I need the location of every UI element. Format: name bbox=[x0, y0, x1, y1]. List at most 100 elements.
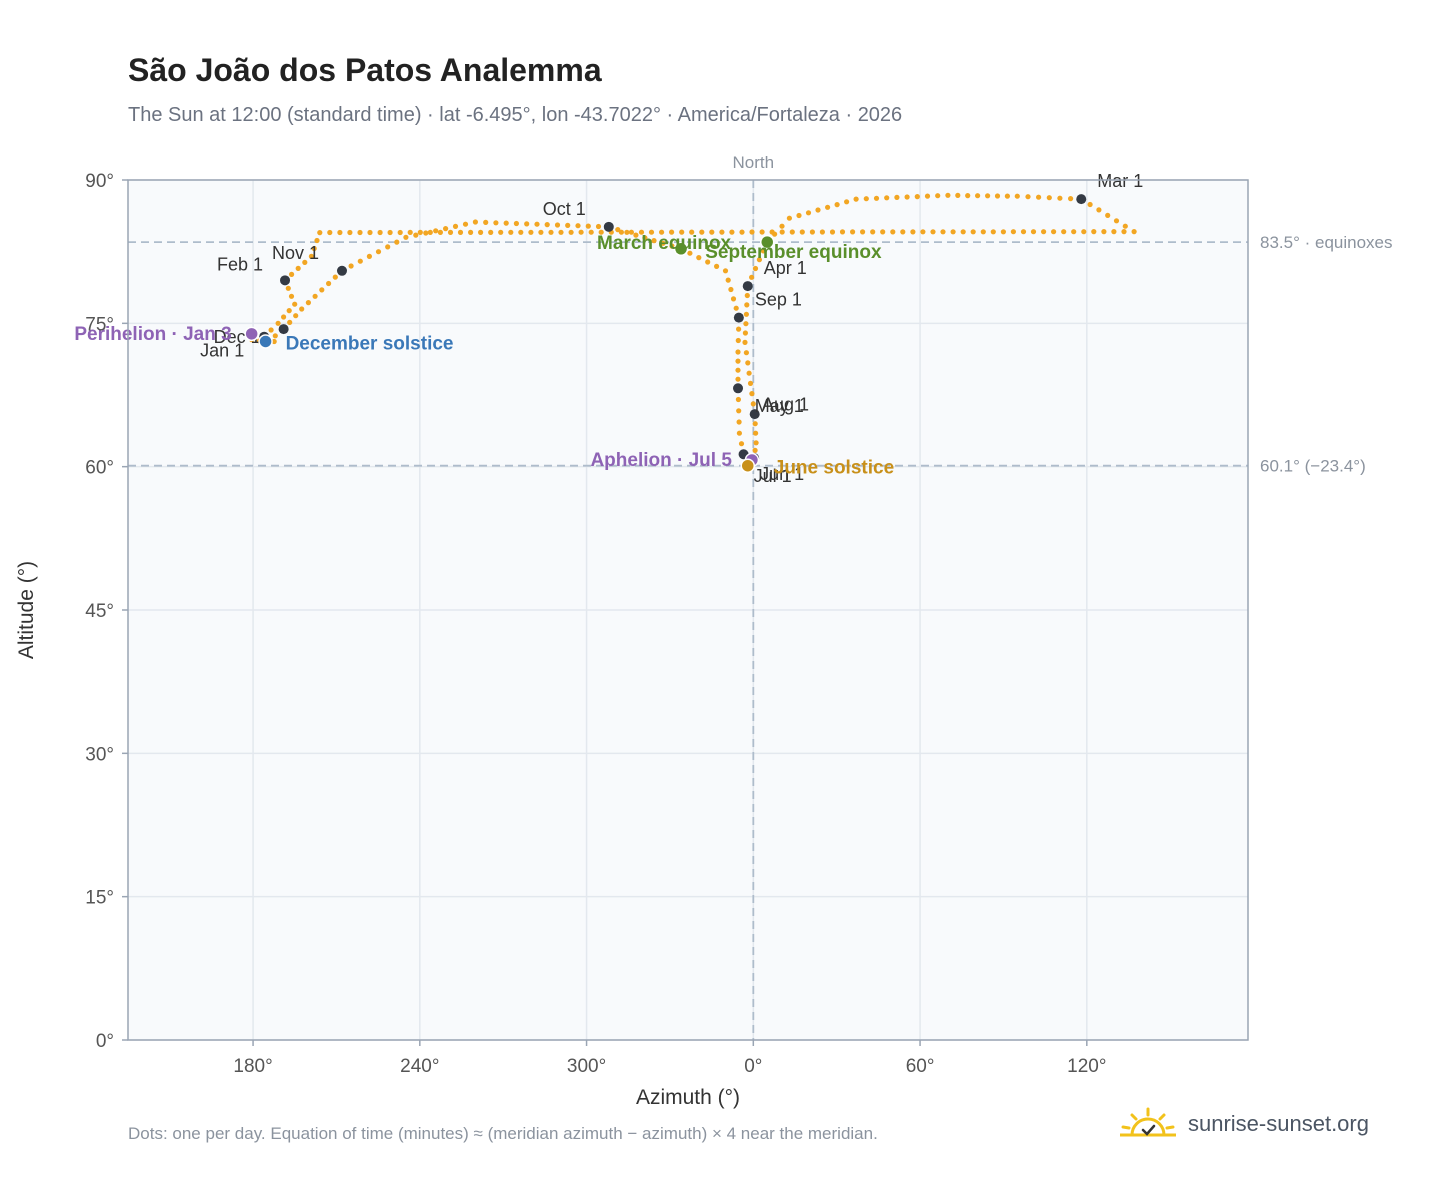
y-tick-label: 15° bbox=[85, 888, 114, 909]
axis-ticks: 180° 240° 300° 0° 60° 120° 0° 15° 30° 45° 60° 75° 90… bbox=[85, 171, 1106, 1077]
y-tick-label: 90° bbox=[85, 171, 114, 192]
y-tick-label: 0° bbox=[96, 1031, 114, 1052]
x-tick-label: 60° bbox=[906, 1056, 935, 1077]
daily-sun-dot bbox=[427, 229, 433, 235]
daily-sun-dot bbox=[719, 229, 725, 235]
daily-sun-dot bbox=[624, 229, 630, 235]
daily-sun-dot bbox=[268, 327, 274, 333]
daily-sun-dot bbox=[994, 193, 1001, 199]
event-label: December solstice bbox=[286, 333, 454, 354]
daily-sun-dot bbox=[736, 430, 743, 436]
daily-sun-dot bbox=[689, 229, 695, 235]
daily-sun-dot bbox=[696, 255, 702, 261]
daily-sun-dot bbox=[786, 215, 793, 221]
daily-sun-dot bbox=[1036, 194, 1042, 200]
daily-sun-dot bbox=[433, 228, 439, 234]
daily-sun-dot bbox=[965, 193, 971, 199]
month-marker-label: Nov 1 bbox=[272, 243, 319, 263]
daily-sun-dot bbox=[779, 223, 785, 229]
daily-sun-dot bbox=[633, 232, 639, 238]
daily-sun-dot bbox=[287, 319, 293, 325]
month-marker-label: Jul 1 bbox=[754, 466, 792, 486]
daily-sun-dot bbox=[588, 229, 594, 235]
daily-sun-dot bbox=[805, 210, 812, 216]
daily-sun-dot bbox=[860, 229, 866, 235]
month-marker-dot bbox=[1076, 194, 1087, 205]
reference-lines: North 83.5° · equinoxes 60.1° (−23.4°) bbox=[128, 153, 1393, 1040]
brand-name: sunrise-sunset.org bbox=[1188, 1111, 1369, 1136]
daily-sun-dot bbox=[687, 250, 693, 256]
daily-sun-dot bbox=[483, 219, 489, 225]
month-marker-label: Oct 1 bbox=[543, 199, 586, 219]
daily-sun-dot bbox=[1051, 229, 1057, 235]
daily-sun-dot bbox=[513, 220, 520, 227]
daily-sun-dot bbox=[488, 229, 494, 235]
daily-sun-dot bbox=[659, 229, 665, 235]
brand[interactable]: sunrise-sunset.org bbox=[1120, 1102, 1390, 1146]
daily-sun-dot bbox=[317, 230, 323, 236]
event-label: Perihelion · Jan 3 bbox=[74, 324, 231, 345]
y-tick-label: 45° bbox=[85, 601, 114, 622]
daily-sun-dot bbox=[1041, 229, 1047, 235]
daily-sun-dot bbox=[705, 259, 711, 265]
daily-sun-dot bbox=[742, 339, 748, 345]
daily-sun-dot bbox=[796, 212, 802, 219]
daily-sun-dot bbox=[493, 220, 499, 226]
daily-sun-dot bbox=[753, 440, 759, 446]
daily-sun-dot bbox=[709, 229, 715, 235]
daily-sun-dot bbox=[738, 441, 745, 447]
daily-sun-dot bbox=[756, 257, 763, 263]
daily-sun-dot bbox=[743, 321, 749, 327]
chart-subtitle: The Sun at 12:00 (standard time) · lat -… bbox=[128, 104, 903, 126]
daily-sun-dot bbox=[920, 229, 926, 235]
y-tick-label: 30° bbox=[85, 744, 114, 765]
month-marker-dot bbox=[336, 265, 347, 276]
daily-sun-dot bbox=[669, 243, 675, 249]
event-label: June solstice bbox=[774, 458, 894, 479]
daily-sun-dot bbox=[524, 221, 530, 227]
daily-sun-dot bbox=[900, 229, 906, 235]
daily-sun-dot bbox=[744, 292, 750, 299]
daily-sun-dot bbox=[970, 229, 976, 235]
daily-sun-dot bbox=[628, 229, 635, 235]
daily-sun-dot bbox=[745, 360, 751, 366]
daily-sun-dot bbox=[950, 229, 956, 235]
daily-sun-dot bbox=[295, 265, 301, 271]
daily-sun-dot bbox=[302, 259, 308, 265]
daily-sun-dot bbox=[293, 313, 299, 319]
daily-sun-dot bbox=[850, 229, 856, 235]
month-marker-label: Feb 1 bbox=[217, 254, 263, 274]
daily-sun-dot bbox=[975, 193, 981, 199]
daily-sun-dot bbox=[642, 235, 648, 241]
month-marker-label: Jun 1 bbox=[760, 464, 804, 484]
month-marker-dot bbox=[733, 383, 744, 394]
event-label: March equinox bbox=[597, 233, 732, 254]
event-marker-dot bbox=[258, 334, 273, 349]
daily-sun-dot bbox=[367, 229, 373, 236]
daily-sun-dot bbox=[1046, 195, 1052, 201]
daily-sun-dot bbox=[544, 222, 550, 228]
daily-sun-dot bbox=[829, 229, 836, 235]
daily-sun-dot bbox=[844, 199, 850, 205]
daily-sun-dot bbox=[930, 229, 936, 235]
daily-sun-dot bbox=[638, 229, 645, 235]
event-marker-dot bbox=[673, 241, 689, 257]
daily-sun-dot bbox=[397, 229, 403, 236]
daily-sun-dot bbox=[387, 229, 393, 236]
daily-sun-dot bbox=[452, 223, 459, 229]
daily-sun-dot bbox=[725, 277, 731, 283]
daily-sun-dot bbox=[863, 196, 869, 202]
daily-sun-dot bbox=[735, 367, 741, 373]
daily-sun-dot bbox=[1061, 229, 1067, 235]
daily-sun-dot bbox=[385, 244, 391, 250]
daily-sun-dot bbox=[799, 229, 805, 235]
month-marker-dot bbox=[278, 324, 289, 335]
daily-sun-dot bbox=[743, 311, 750, 317]
daily-sun-dot bbox=[447, 229, 454, 235]
event-marker-dot bbox=[740, 458, 756, 473]
daily-sun-dot bbox=[1111, 229, 1117, 235]
month-marker-dot bbox=[749, 409, 760, 420]
month-marker-label: May 1 bbox=[755, 396, 804, 416]
